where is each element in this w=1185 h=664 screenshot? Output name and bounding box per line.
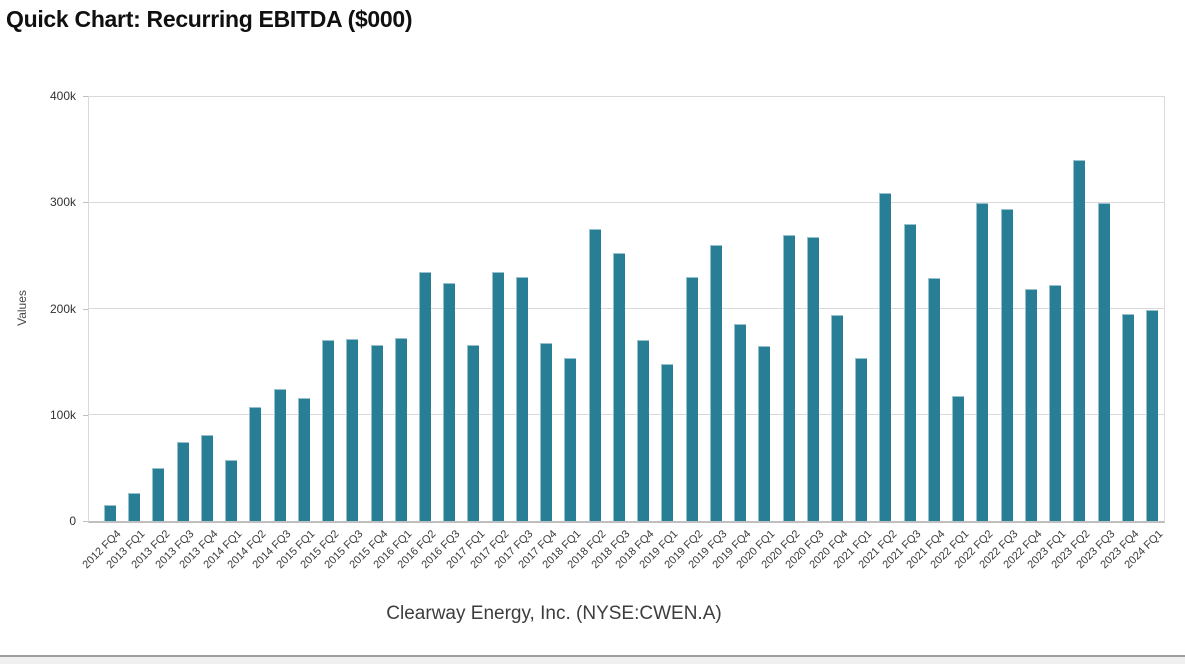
bar-2020-fq4[interactable] xyxy=(830,314,843,521)
bar-2017-fq4[interactable] xyxy=(540,342,553,521)
bar-2021-fq4[interactable] xyxy=(927,277,940,521)
bar-2022-fq1[interactable] xyxy=(952,395,965,521)
bar-2017-fq2[interactable] xyxy=(491,272,504,521)
bar-2013-fq4[interactable] xyxy=(200,434,213,521)
bar-2023-fq2[interactable] xyxy=(1073,159,1086,521)
gridline-100k xyxy=(89,414,1164,416)
bar-2023-fq4[interactable] xyxy=(1121,313,1134,521)
bar-2022-fq2[interactable] xyxy=(976,203,989,521)
bar-2016-fq1[interactable] xyxy=(394,338,407,521)
bar-2016-fq2[interactable] xyxy=(419,272,432,521)
bar-2022-fq4[interactable] xyxy=(1024,289,1037,521)
bar-2019-fq2[interactable] xyxy=(685,276,698,521)
bar-2023-fq1[interactable] xyxy=(1049,285,1062,521)
gridline-200k xyxy=(89,308,1164,309)
y-tick-label: 300k xyxy=(49,195,76,210)
bar-2018-fq2[interactable] xyxy=(588,228,601,521)
bar-2019-fq4[interactable] xyxy=(734,324,747,521)
gridline-400k xyxy=(89,95,1164,97)
bar-2013-fq3[interactable] xyxy=(176,442,189,521)
bar-2018-fq3[interactable] xyxy=(612,253,625,521)
y-tick-mark xyxy=(83,521,88,522)
page-title: Quick Chart: Recurring EBITDA ($000) xyxy=(6,6,413,32)
company-caption: Clearway Energy, Inc. (NYSE:CWEN.A) xyxy=(386,603,722,624)
bar-2020-fq3[interactable] xyxy=(806,237,819,521)
gridline-300k xyxy=(89,201,1164,203)
bar-2017-fq3[interactable] xyxy=(515,276,528,521)
y-tick-label: 100k xyxy=(49,407,76,422)
plot-area xyxy=(88,95,1165,523)
bar-2019-fq1[interactable] xyxy=(661,363,674,521)
scrollbar-track[interactable] xyxy=(0,657,1185,664)
bar-2020-fq1[interactable] xyxy=(758,345,771,521)
bar-2015-fq3[interactable] xyxy=(346,339,359,521)
bar-2021-fq1[interactable] xyxy=(855,358,868,521)
bar-2020-fq2[interactable] xyxy=(782,235,795,521)
bottom-divider xyxy=(0,655,1185,657)
bar-2016-fq3[interactable] xyxy=(443,283,456,521)
bar-2015-fq4[interactable] xyxy=(370,344,383,521)
bar-2021-fq2[interactable] xyxy=(879,192,892,521)
bar-2019-fq3[interactable] xyxy=(709,244,722,521)
bar-2018-fq1[interactable] xyxy=(564,358,577,521)
bar-2022-fq3[interactable] xyxy=(1000,208,1013,521)
bar-2023-fq3[interactable] xyxy=(1097,203,1110,521)
bar-2018-fq4[interactable] xyxy=(637,340,650,521)
bar-2015-fq1[interactable] xyxy=(297,397,310,521)
bar-2021-fq3[interactable] xyxy=(903,223,916,521)
y-tick-label: 200k xyxy=(49,301,76,316)
y-tick-label: 400k xyxy=(49,89,76,103)
bar-2014-fq1[interactable] xyxy=(225,460,238,521)
y-tick-mark xyxy=(83,308,88,310)
bar-2013-fq2[interactable] xyxy=(152,467,165,521)
y-tick-mark xyxy=(83,414,88,416)
y-tick-mark xyxy=(83,96,88,97)
bar-2012-fq4[interactable] xyxy=(104,505,116,521)
y-tick-label: 0 xyxy=(69,514,76,528)
bar-2017-fq1[interactable] xyxy=(467,344,480,521)
ebitda-bar-chart: Values 0 100k 200k 300k 400k 2012 FQ4 2013 FQ… xyxy=(15,89,1165,571)
bar-2024-fq1[interactable] xyxy=(1146,309,1158,521)
bar-2013-fq1[interactable] xyxy=(128,493,141,521)
bar-2014-fq2[interactable] xyxy=(249,407,262,521)
bar-2015-fq2[interactable] xyxy=(322,340,335,521)
y-tick-mark xyxy=(83,202,88,204)
bar-2014-fq3[interactable] xyxy=(273,389,286,521)
